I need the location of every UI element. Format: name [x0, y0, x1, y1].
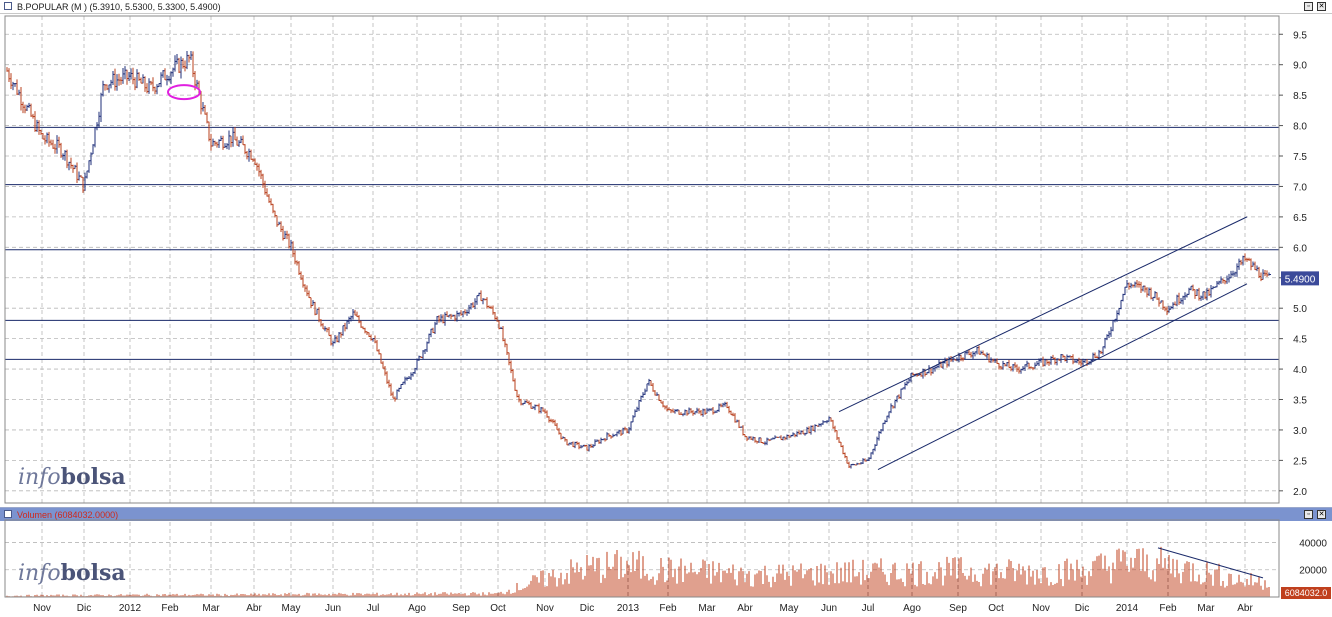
- x-tick-label: Dic: [580, 603, 594, 614]
- last-price-label: 5.4900: [1285, 274, 1316, 285]
- x-tick-label: Sep: [452, 603, 470, 614]
- overlays: [167, 84, 1264, 579]
- trend-channel-lower: [877, 283, 1248, 470]
- x-tick-label: 2012: [119, 603, 142, 614]
- price-frame: [4, 15, 1280, 504]
- close-icon[interactable]: ✕: [1317, 2, 1326, 11]
- close-icon[interactable]: ✕: [1317, 510, 1326, 519]
- y-tick-label: 5.0: [1293, 304, 1307, 315]
- y-tick-label: 8.5: [1293, 91, 1307, 102]
- x-tick-label: 2013: [617, 603, 640, 614]
- y-tick-label: 8.0: [1293, 122, 1307, 133]
- restore-icon[interactable]: ▫: [1304, 2, 1313, 11]
- x-tick-label: Mar: [698, 603, 716, 614]
- y-tick-label: 4.5: [1293, 335, 1307, 346]
- y-tick-label: 4.0: [1293, 365, 1307, 376]
- y-tick-label: 7.5: [1293, 152, 1307, 163]
- x-tick-label: Mar: [202, 603, 220, 614]
- x-tick-label: 2014: [1116, 603, 1139, 614]
- volume-panel-title: Volumen (6084032.0000): [17, 510, 119, 520]
- y-tick-label: 9.5: [1293, 30, 1307, 41]
- price-panel-title: B.POPULAR (M ) (5.3910, 5.5300, 5.3300, …: [17, 2, 221, 12]
- x-tick-label: Ago: [903, 603, 921, 614]
- y-tick-label: 9.0: [1293, 61, 1307, 72]
- x-tick-label: Jun: [821, 603, 837, 614]
- x-tick-label: May: [780, 603, 799, 614]
- x-tick-label: Dic: [1075, 603, 1089, 614]
- volume-tick-label: 20000: [1299, 566, 1327, 577]
- panel-icon: [4, 510, 12, 518]
- x-tick-label: Feb: [161, 603, 179, 614]
- x-tick-label: Jul: [367, 603, 380, 614]
- x-tick-label: Nov: [536, 603, 554, 614]
- x-tick-label: Mar: [1197, 603, 1215, 614]
- axes: 2.02.53.03.54.04.55.05.56.06.57.07.58.08…: [4, 15, 1331, 614]
- x-tick-label: Abr: [246, 603, 262, 614]
- y-tick-label: 6.5: [1293, 213, 1307, 224]
- grid: [5, 16, 1279, 597]
- x-tick-label: Dic: [77, 603, 91, 614]
- x-tick-label: Ago: [408, 603, 426, 614]
- y-tick-label: 3.0: [1293, 426, 1307, 437]
- last-volume-label: 6084032.0: [1285, 588, 1328, 598]
- x-tick-label: May: [282, 603, 301, 614]
- last-volume-box: [1281, 587, 1331, 599]
- volume-trend-line: [1157, 547, 1264, 579]
- price-bars: [6, 50, 1271, 469]
- x-tick-label: Nov: [33, 603, 51, 614]
- volume-frame: [4, 519, 1280, 598]
- y-tick-label: 3.5: [1293, 396, 1307, 407]
- x-tick-label: Oct: [490, 603, 506, 614]
- x-tick-label: Oct: [988, 603, 1004, 614]
- annotation-ellipse: [167, 84, 201, 101]
- x-tick-label: Abr: [1237, 603, 1253, 614]
- trend-channel-upper: [838, 216, 1248, 413]
- panel-icon: [4, 2, 12, 10]
- y-tick-label: 7.0: [1293, 182, 1307, 193]
- x-tick-label: Feb: [659, 603, 677, 614]
- y-tick-label: 6.0: [1293, 243, 1307, 254]
- volume-bars: [6, 546, 1270, 597]
- x-tick-label: Feb: [1159, 603, 1177, 614]
- price-panel-titlebar: B.POPULAR (M ) (5.3910, 5.5300, 5.3300, …: [0, 0, 1332, 14]
- watermark-bottom: infobolsa: [18, 560, 126, 586]
- y-tick-label: 2.0: [1293, 487, 1307, 498]
- last-price-box: [1281, 271, 1319, 286]
- support-resistance-lines: [5, 126, 1279, 360]
- x-tick-label: Sep: [949, 603, 967, 614]
- watermark-top: infobolsa: [18, 464, 126, 490]
- volume-panel-titlebar: Volumen (6084032.0000) ▫ ✕: [0, 507, 1332, 521]
- restore-icon[interactable]: ▫: [1304, 510, 1313, 519]
- x-tick-label: Jun: [325, 603, 341, 614]
- x-tick-label: Abr: [737, 603, 753, 614]
- x-tick-label: Jul: [862, 603, 875, 614]
- y-tick-label: 2.5: [1293, 456, 1307, 467]
- x-tick-label: Nov: [1032, 603, 1050, 614]
- volume-tick-label: 40000: [1299, 538, 1327, 549]
